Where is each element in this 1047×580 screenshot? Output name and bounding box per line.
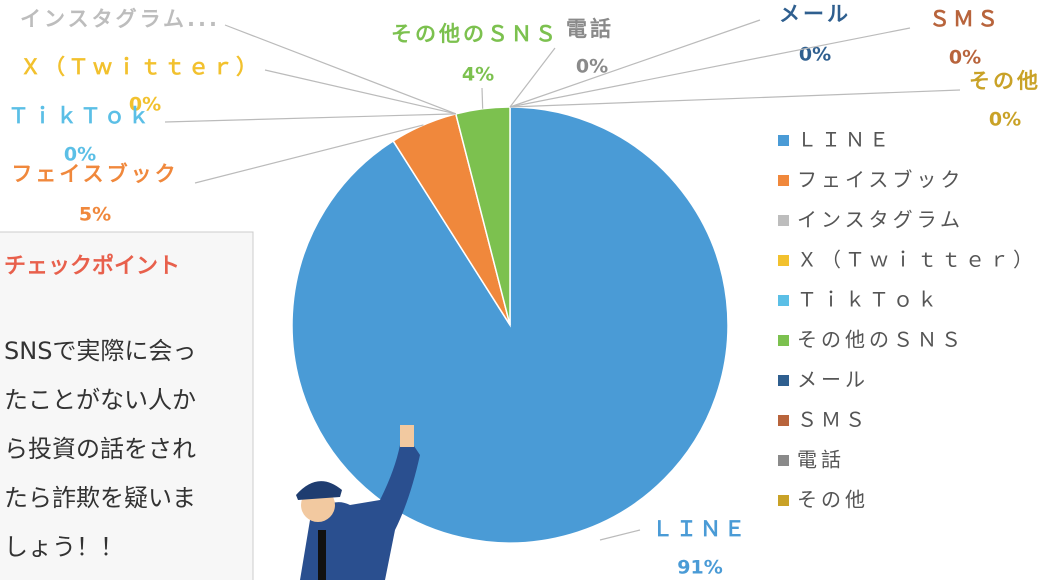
data-label-value: 91%	[677, 557, 722, 579]
checkpoint-line: SNSで実際に会っ	[4, 337, 196, 365]
data-label-value: 0%	[949, 47, 981, 69]
data-label-name: ＬＩＮＥ	[652, 517, 748, 541]
legend-label: ＴｉｋＴｏｋ	[797, 288, 941, 312]
legend-label: メール	[797, 368, 869, 392]
legend-label: Ｘ（Ｔｗｉｔｔｅｒ）	[797, 248, 1037, 272]
data-label-name: インスタグラム...	[20, 7, 220, 31]
data-label-name: フェイスブック	[11, 162, 178, 186]
data-label-value: 0%	[989, 109, 1021, 131]
legend-swatch	[778, 335, 789, 346]
checkpoint-box	[0, 231, 254, 580]
data-label-name: Ｘ（Ｔｗｉｔｔｅｒ）	[20, 55, 260, 79]
legend-swatch	[778, 135, 789, 146]
data-label-name: 電話	[566, 17, 614, 41]
pie-slice	[454, 106, 511, 326]
leader-line	[264, 69, 456, 115]
checkpoint-line: たら詐欺を疑いま	[4, 484, 196, 512]
leader-line	[224, 24, 457, 115]
legend-swatch	[778, 495, 789, 506]
officer-illustration	[296, 425, 420, 580]
legend-swatch	[778, 295, 789, 306]
data-label-value: 4%	[462, 64, 494, 86]
legend-label: フェイスブック	[797, 168, 964, 192]
leader-line	[481, 87, 484, 109]
legend-label: インスタグラム	[797, 208, 964, 232]
legend-swatch	[778, 415, 789, 426]
data-label-value: 0%	[576, 56, 608, 78]
legend-label: 電話	[797, 448, 845, 472]
data-label-name: ＴｉｋＴｏｋ	[8, 104, 152, 128]
legend-label: ＬＩＮＥ	[797, 128, 893, 152]
leader-line	[599, 529, 641, 541]
checkpoint-line: たことがない人か	[4, 386, 196, 414]
legend-swatch	[778, 375, 789, 386]
leader-line	[194, 124, 424, 184]
legend-swatch	[778, 255, 789, 266]
legend-label: ＳＭＳ	[797, 408, 869, 432]
data-label-value: 0%	[129, 94, 161, 116]
data-label-value: 5%	[79, 204, 111, 226]
data-label-value: 0%	[799, 44, 831, 66]
leader-line	[164, 113, 456, 123]
leader-line	[509, 47, 556, 108]
data-label-name: その他	[969, 69, 1041, 93]
leader-line	[509, 27, 911, 108]
checkpoint-line: しょう！！	[4, 533, 124, 561]
leader-line	[509, 89, 961, 108]
legend-swatch	[778, 455, 789, 466]
data-label-name: ＳＭＳ	[929, 7, 1001, 31]
legend-swatch	[778, 215, 789, 226]
checkpoint-title: チェックポイント	[4, 253, 180, 279]
data-label-value: 0%	[64, 144, 96, 166]
data-label-name: その他のＳＮＳ	[391, 22, 559, 46]
legend-swatch	[778, 175, 789, 186]
data-label-name: メール	[779, 2, 851, 26]
legend-label: その他	[797, 488, 869, 512]
leader-line	[509, 19, 761, 108]
checkpoint-line: ら投資の話をされ	[4, 435, 196, 463]
legend-label: その他のＳＮＳ	[797, 328, 965, 352]
